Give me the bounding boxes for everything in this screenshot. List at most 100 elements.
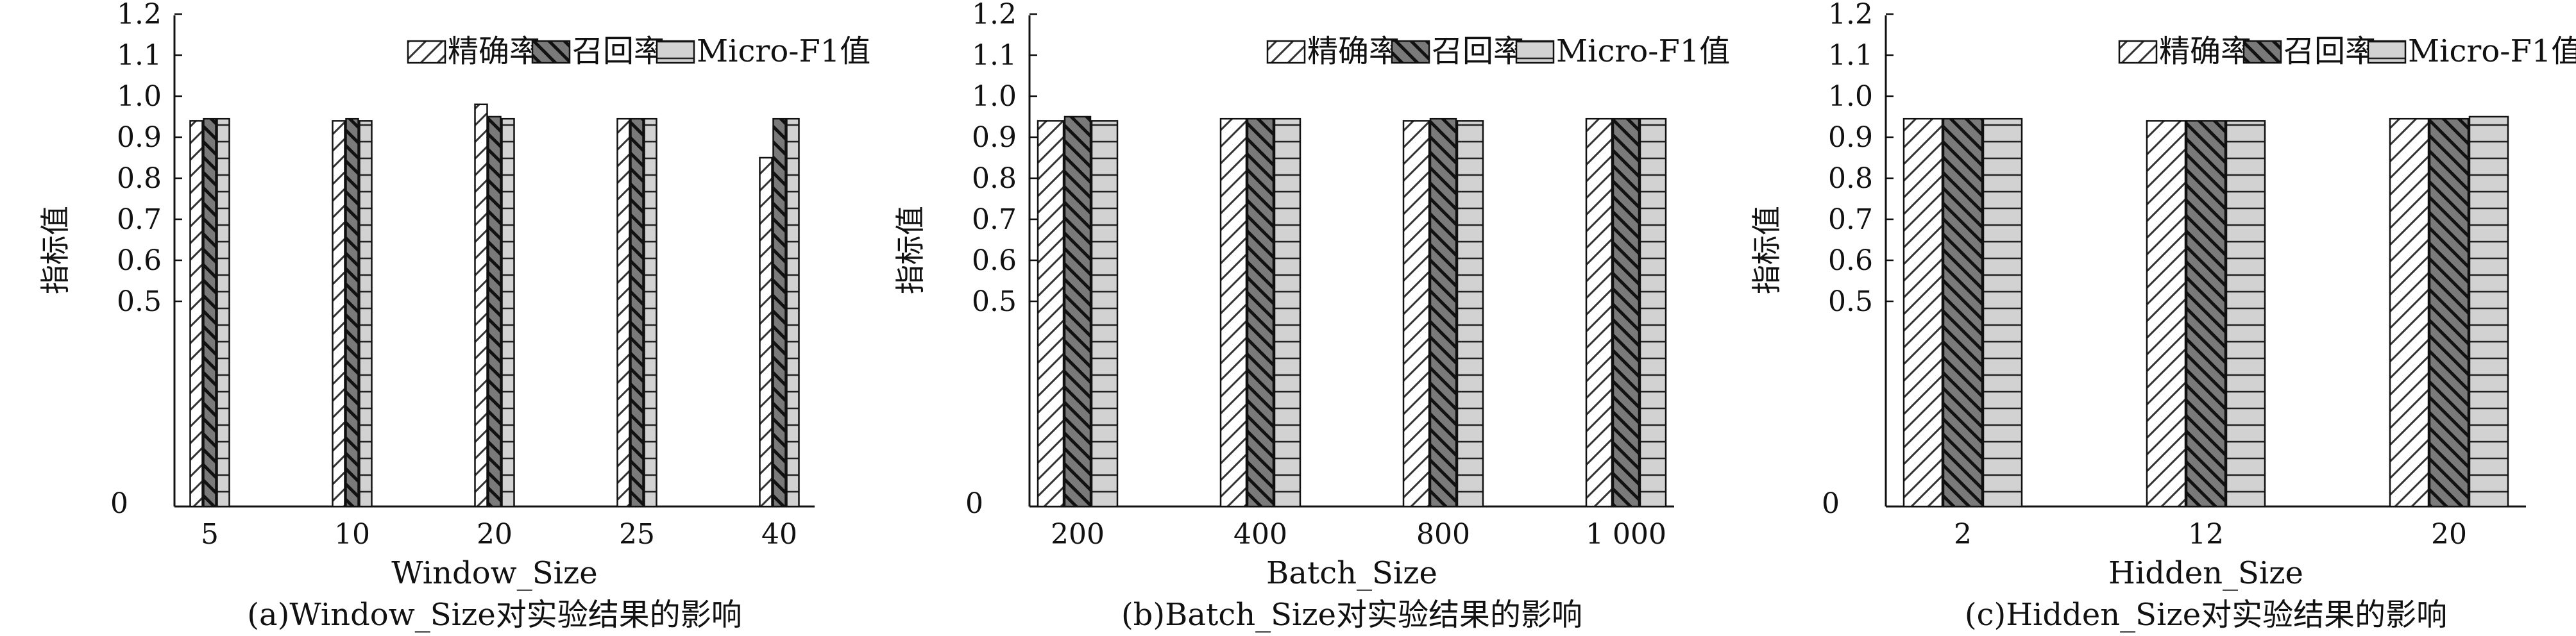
- bar-back-diag-dark: [2428, 117, 2470, 508]
- x-tick-label: 1 000: [1586, 518, 1666, 551]
- bar-fwd-diag: [616, 117, 631, 508]
- legend-label: 召回率: [1432, 33, 1524, 69]
- bar-back-diag-dark: [487, 115, 502, 508]
- y-tick-label: 0: [965, 487, 983, 520]
- figure-caption: (b)Batch_Size对实验结果的影响: [1121, 597, 1582, 633]
- chart-panel-2: 0 0.5 0.6 0.7 0.8 0.9 1.0 1.1 1.2 指标值 200 400 800 1 0…: [893, 0, 1730, 633]
- legend-swatch: [2367, 40, 2407, 64]
- bar-fwd-diag: [474, 103, 488, 508]
- legend-swatch: [531, 40, 571, 64]
- x-axis-label: Window_Size: [391, 555, 597, 591]
- legend-label: 精确率: [1307, 33, 1400, 69]
- y-tick-label: 1.0: [117, 80, 162, 113]
- legend: 精确率 召回率 Micro-F1值: [2118, 33, 2576, 69]
- y-tick-label: 0.9: [117, 121, 162, 154]
- y-tick-label: 1.1: [117, 39, 162, 72]
- y-tick-label: 1.0: [972, 80, 1017, 113]
- bar-fwd-diag: [2389, 117, 2430, 508]
- legend-label: 精确率: [448, 33, 540, 69]
- bar-back-diag-dark: [772, 117, 786, 508]
- y-tick-label: 1.2: [1828, 0, 1873, 31]
- y-axis-label: 指标值: [38, 206, 72, 294]
- bar-fwd-diag: [2146, 120, 2187, 508]
- bar-back-diag-dark: [1429, 117, 1457, 508]
- x-tick-label: 5: [201, 518, 219, 551]
- bar-fwd-diag: [1585, 117, 1613, 508]
- chart-panel-3: 0 0.5 0.6 0.7 0.8 0.9 1.0 1.1 1.2 指标值 2 12 20 Hidden_…: [1749, 0, 2576, 633]
- bar-horizontal: [1456, 120, 1484, 508]
- legend: 精确率 召回率 Micro-F1值: [1266, 33, 1730, 69]
- y-tick-label: 0.7: [117, 203, 162, 236]
- figure-caption: (c)Hidden_Size对实验结果的影响: [1965, 597, 2447, 633]
- bar-back-diag-dark: [1063, 115, 1092, 508]
- y-tick-label: 0.6: [1828, 244, 1873, 277]
- y-axis-label: 指标值: [893, 206, 928, 294]
- legend-swatch: [2118, 40, 2158, 64]
- bar-horizontal: [2468, 115, 2509, 508]
- x-tick-label: 12: [2188, 518, 2224, 551]
- bar-fwd-diag: [189, 120, 203, 508]
- y-tick-label: 0: [110, 487, 128, 520]
- y-tick-label: 1.1: [1828, 39, 1873, 72]
- y-tick-label: 1.2: [117, 0, 162, 31]
- y-tick-label: 0.9: [972, 121, 1017, 154]
- chart-panel-1: 0 0.5 0.6 0.7 0.8 0.9 1.0 1.1 1.2 指标值 5 10 20 25 40 Win…: [38, 0, 870, 633]
- y-tick-label: 0.5: [117, 285, 162, 318]
- y-tick-label: 0.9: [1828, 121, 1873, 154]
- bar-back-diag-dark: [2185, 120, 2226, 508]
- bar-horizontal: [643, 117, 657, 508]
- y-axis-label: 指标值: [1749, 206, 1784, 294]
- bar-horizontal: [1982, 117, 2023, 508]
- legend-label: 召回率: [572, 33, 665, 69]
- y-tick-label: 0.8: [117, 162, 162, 195]
- legend-swatch: [1391, 40, 1430, 64]
- bar-back-diag-dark: [1942, 117, 1983, 508]
- y-tick-label: 1.0: [1828, 80, 1873, 113]
- y-tick-label: 1.1: [972, 39, 1017, 72]
- bar-horizontal: [786, 117, 800, 508]
- x-tick-label: 20: [477, 518, 513, 551]
- bar-horizontal: [216, 117, 230, 508]
- legend-swatch: [656, 40, 695, 64]
- legend-label: Micro-F1值: [1556, 33, 1730, 69]
- bar-back-diag-dark: [1612, 117, 1640, 508]
- legend-label: 召回率: [2284, 33, 2376, 69]
- legend-label: Micro-F1值: [2408, 33, 2576, 69]
- bar-horizontal: [1639, 117, 1667, 508]
- x-tick-label: 2: [1954, 518, 1972, 551]
- y-tick-label: 1.2: [972, 0, 1017, 31]
- legend-swatch: [2242, 40, 2282, 64]
- bar-back-diag-dark: [1246, 117, 1275, 508]
- y-tick-label: 0.6: [117, 244, 162, 277]
- bar-horizontal: [359, 120, 373, 508]
- legend-label: Micro-F1值: [697, 33, 870, 69]
- y-tick-label: 0.6: [972, 244, 1017, 277]
- bar-fwd-diag: [1402, 120, 1430, 508]
- x-tick-label: 200: [1051, 518, 1105, 551]
- y-tick-label: 0.5: [972, 285, 1017, 318]
- bar-horizontal: [1090, 120, 1119, 508]
- x-tick-label: 400: [1233, 518, 1287, 551]
- x-tick-label: 800: [1416, 518, 1470, 551]
- x-tick-label: 10: [334, 518, 370, 551]
- x-axis-label: Batch_Size: [1266, 555, 1437, 591]
- y-tick-label: 0: [1822, 487, 1840, 520]
- bar-horizontal: [501, 117, 515, 508]
- bar-back-diag-dark: [345, 117, 359, 508]
- y-tick-label: 0.5: [1828, 285, 1873, 318]
- legend-swatch: [1266, 40, 1306, 64]
- y-tick-label: 0.7: [1828, 203, 1873, 236]
- x-tick-label: 20: [2431, 518, 2467, 551]
- x-axis-label: Hidden_Size: [2108, 555, 2303, 591]
- x-tick-label: 25: [619, 518, 655, 551]
- bar-fwd-diag: [1902, 117, 1944, 508]
- bar-fwd-diag: [1219, 117, 1248, 508]
- legend-swatch: [1515, 40, 1555, 64]
- bar-back-diag-dark: [203, 117, 217, 508]
- bar-fwd-diag: [332, 120, 346, 508]
- legend-label: 精确率: [2159, 33, 2251, 69]
- y-tick-label: 0.8: [972, 162, 1017, 195]
- bar-horizontal: [1273, 117, 1301, 508]
